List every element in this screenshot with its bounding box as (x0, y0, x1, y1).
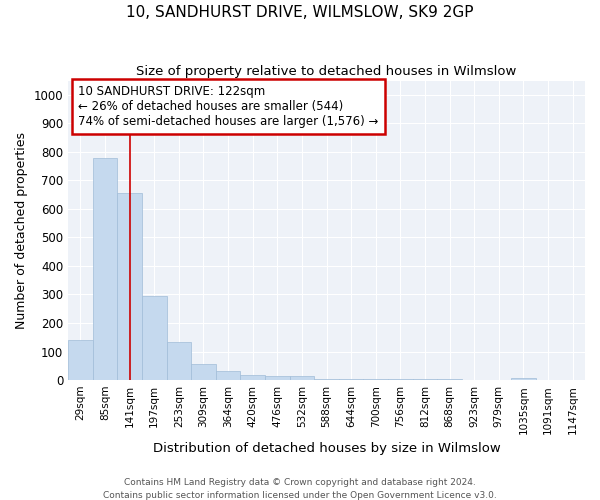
Bar (339, 378, 364, 380)
Text: Contains HM Land Registry data © Crown copyright and database right 2024.
Contai: Contains HM Land Registry data © Crown c… (103, 478, 497, 500)
Text: 10, SANDHURST DRIVE, WILMSLOW, SK9 2GP: 10, SANDHURST DRIVE, WILMSLOW, SK9 2GP (126, 5, 474, 20)
Y-axis label: Number of detached properties: Number of detached properties (15, 132, 28, 329)
Bar (437, 378, 462, 380)
Bar (388, 378, 413, 380)
Bar (92, 158, 117, 380)
Bar (68, 340, 92, 380)
Bar (142, 296, 167, 380)
Bar (241, 375, 265, 380)
Bar (290, 376, 314, 380)
Text: 10 SANDHURST DRIVE: 122sqm
← 26% of detached houses are smaller (544)
74% of sem: 10 SANDHURST DRIVE: 122sqm ← 26% of deta… (79, 85, 379, 128)
Bar (364, 378, 388, 380)
Bar (413, 378, 437, 380)
Bar (117, 193, 142, 380)
Bar (191, 364, 216, 380)
Title: Size of property relative to detached houses in Wilmslow: Size of property relative to detached ho… (136, 65, 517, 78)
X-axis label: Distribution of detached houses by size in Wilmslow: Distribution of detached houses by size … (152, 442, 500, 455)
Bar (167, 342, 191, 380)
Bar (216, 371, 241, 380)
Bar (265, 376, 290, 380)
Bar (511, 378, 536, 380)
Bar (314, 378, 339, 380)
